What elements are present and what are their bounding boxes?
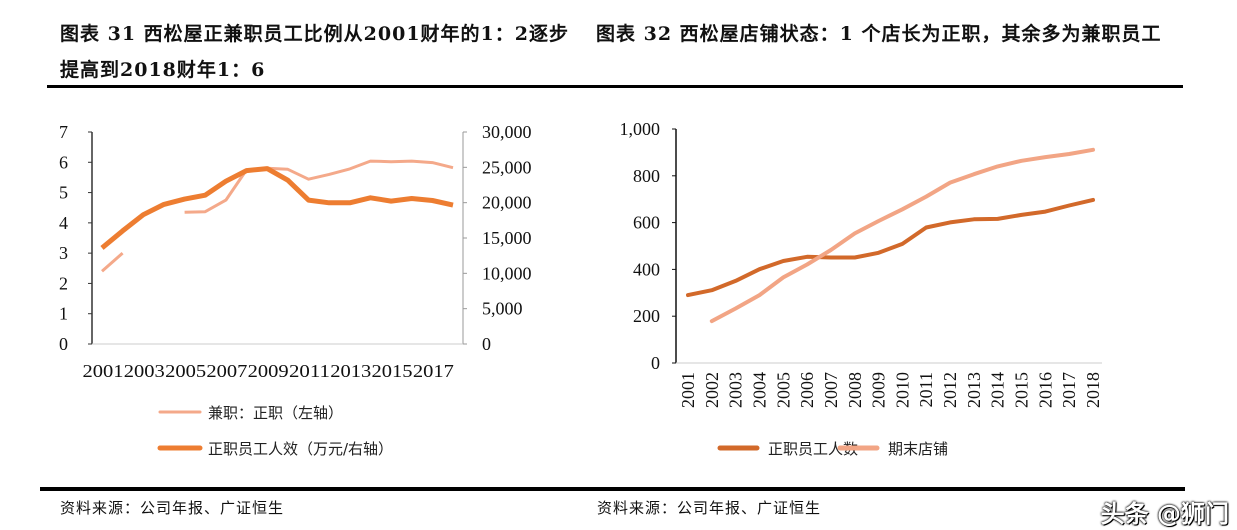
x-tick-label: 2015 <box>372 361 413 381</box>
x-tick-label: 2011 <box>289 361 330 381</box>
x-tick-label: 2008 <box>845 372 865 408</box>
x-tick-label: 2016 <box>1035 372 1055 408</box>
series-line-fulltime-staff <box>686 197 1095 298</box>
left-y-tick-label: 0 <box>59 334 68 354</box>
x-tick-label: 2006 <box>797 372 817 408</box>
left-chart-title: 图表 31 西松屋正兼职员工比例从2001财年的1：2逐步提高到2018财年1：… <box>60 23 569 81</box>
y-tick-label: 600 <box>633 213 660 233</box>
right-y-tick-label: 0 <box>482 334 491 354</box>
series-line-stores <box>709 147 1095 324</box>
x-tick-label: 2004 <box>749 372 769 408</box>
x-tick-label: 2001 <box>83 361 124 381</box>
right-y-tick-label: 5,000 <box>482 299 523 319</box>
x-tick-label: 2017 <box>1059 372 1079 408</box>
left-y-tick-label: 7 <box>59 122 68 142</box>
y-tick-label: 200 <box>633 306 660 326</box>
x-tick-label: 2005 <box>773 372 793 408</box>
x-tick-label: 2001 <box>678 372 698 408</box>
left-y-tick-label: 4 <box>59 213 68 233</box>
x-tick-label: 2007 <box>206 361 247 381</box>
x-tick-label: 2017 <box>413 361 454 381</box>
y-tick-label: 800 <box>633 166 660 186</box>
left-y-tick-label: 5 <box>59 183 68 203</box>
right-source: 资料来源：公司年报、广证恒生 <box>597 499 822 517</box>
x-tick-label: 2003 <box>726 372 746 408</box>
x-tick-label: 2014 <box>988 372 1008 408</box>
x-tick-label: 2012 <box>940 372 960 408</box>
legend-label: 正职员工人效（万元/右轴） <box>208 440 393 458</box>
x-tick-label: 2007 <box>821 372 841 408</box>
top-divider <box>47 85 1183 88</box>
left-chart: 0 1 2 3 4 5 6 7 0 5,000 10,000 15,000 20,000 25,000 30… <box>59 122 532 458</box>
x-tick-label: 2005 <box>165 361 206 381</box>
right-y-tick-label: 15,000 <box>482 228 532 248</box>
y-tick-label: 1,000 <box>620 119 661 139</box>
legend-label: 兼职：正职（左轴） <box>208 404 343 422</box>
left-y-tick-label: 2 <box>59 273 68 293</box>
left-source: 资料来源：公司年报、广证恒生 <box>60 499 285 517</box>
left-y-tick-label: 6 <box>59 152 68 172</box>
x-tick-label: 2003 <box>124 361 165 381</box>
x-tick-label: 2011 <box>916 372 936 407</box>
left-y-tick-label: 3 <box>59 243 68 263</box>
right-y-tick-label: 20,000 <box>482 193 532 213</box>
x-tick-label: 2015 <box>1012 372 1032 408</box>
y-tick-label: 400 <box>633 259 660 279</box>
x-tick-label: 2009 <box>869 372 889 408</box>
y-tick-label: 0 <box>651 353 660 373</box>
right-y-tick-label: 30,000 <box>482 122 532 142</box>
right-chart-title: 图表 32 西松屋店铺状态：1 个店长为正职，其余多为兼职员工 <box>596 23 1162 45</box>
watermark: 头条 @狮门 <box>1100 500 1229 528</box>
x-tick-label: 2018 <box>1083 372 1103 408</box>
series-line-ratio <box>101 159 454 273</box>
x-tick-label: 2009 <box>248 361 289 381</box>
x-tick-label: 2013 <box>964 372 984 408</box>
series-line-productivity <box>100 166 454 250</box>
legend-label: 正职员工人数 <box>768 440 858 458</box>
x-tick-label: 2010 <box>892 372 912 408</box>
x-tick-label: 2002 <box>702 372 722 408</box>
right-y-tick-label: 25,000 <box>482 157 532 177</box>
left-y-tick-label: 1 <box>59 304 68 324</box>
bottom-divider <box>40 487 1185 491</box>
x-tick-label: 2013 <box>330 361 371 381</box>
legend-label: 期末店铺 <box>888 440 948 458</box>
right-y-tick-label: 10,000 <box>482 263 532 283</box>
